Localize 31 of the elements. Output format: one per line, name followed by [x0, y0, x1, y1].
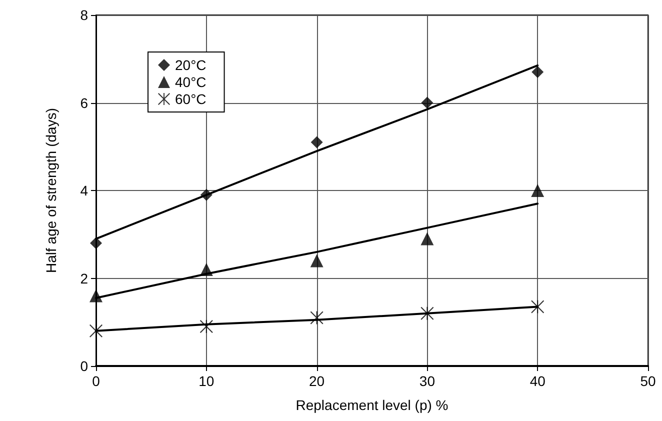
y-tick-label: 8 [80, 7, 88, 23]
point [531, 300, 544, 314]
y-tick-label: 4 [80, 182, 88, 198]
x-tick-label: 0 [92, 373, 100, 389]
x-tick-label: 30 [419, 373, 436, 389]
point [310, 254, 324, 268]
y-tick-label: 2 [80, 270, 88, 286]
point [90, 324, 102, 338]
y-tick-label: 6 [80, 94, 88, 111]
point [531, 184, 544, 197]
legend-label: 60°C [175, 91, 206, 107]
x-tick-label: 20 [309, 373, 325, 389]
point [532, 66, 544, 78]
legend-label: 40°C [175, 74, 206, 90]
y-tick-label: 0 [80, 358, 88, 374]
point [421, 96, 434, 109]
point [90, 237, 102, 250]
point [420, 232, 434, 246]
point [310, 311, 324, 324]
x-tick-label: 40 [530, 373, 546, 389]
point [310, 136, 323, 148]
x-tick-label: 50 [640, 373, 656, 389]
point [90, 289, 102, 302]
x-axis-title: Replacement level (p) % [296, 397, 448, 413]
legend-label: 20°C [175, 57, 206, 73]
y-axis-title: Half age of strength (days) [43, 108, 59, 273]
point [200, 262, 213, 276]
point [420, 306, 434, 320]
x-tick-label: 10 [198, 373, 214, 389]
point [200, 188, 212, 201]
point [200, 320, 213, 334]
